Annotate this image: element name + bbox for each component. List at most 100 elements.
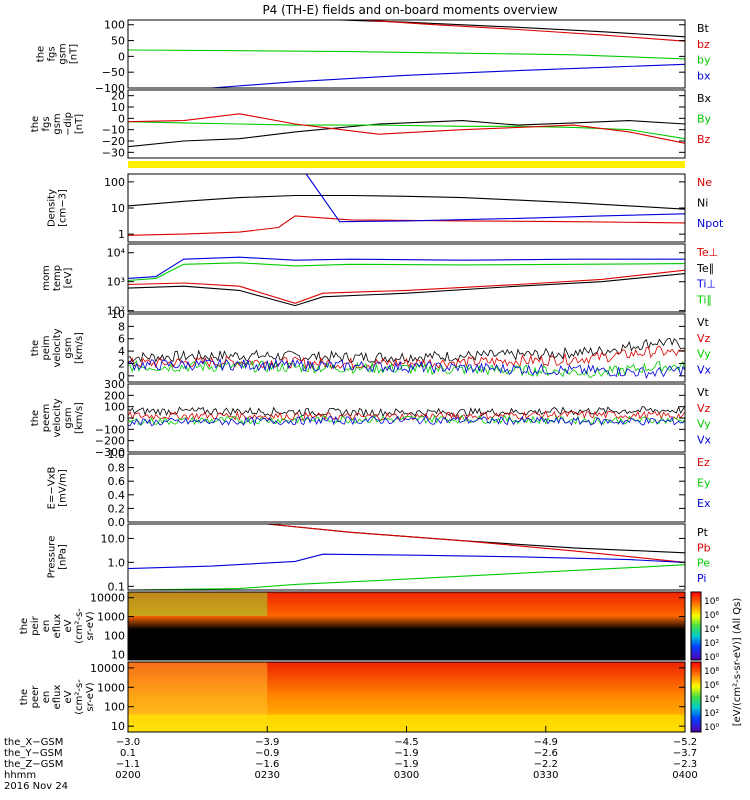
y-tick-label: 100: [104, 176, 125, 189]
y-tick-label: 0: [118, 50, 125, 63]
y-axis-label: E=−VxB [mV/m]: [47, 467, 69, 510]
spectrogram-region: [128, 592, 268, 616]
panel-frame: [127, 383, 686, 453]
y-axis-label-line: eV: [63, 690, 74, 703]
time-value: −1.1: [116, 759, 140, 770]
y-axis-label: mom temp [eV]: [41, 265, 74, 291]
legend-Bx: Bx: [697, 92, 712, 105]
time-row-label: hhmm: [4, 770, 36, 781]
colorbar-strip: [690, 591, 702, 661]
y-axis-label-line: eV: [63, 619, 74, 632]
y-tick-label: 0.6: [108, 475, 126, 488]
y-tick-label: 0.2: [108, 502, 126, 515]
legend-Vx: Vx: [697, 363, 712, 376]
y-tick-label: 10: [111, 648, 125, 661]
legend-Vx: Vx: [697, 433, 712, 446]
time-row-label: the_Y−GSM: [4, 748, 63, 759]
series-By: [127, 121, 686, 140]
series-Vy: [127, 360, 686, 379]
time-value: 0330: [533, 770, 558, 781]
y-axis-label: the fgs gsm −dip [nT]: [30, 112, 85, 136]
time-row-label: the_Z−GSM: [4, 759, 63, 770]
legend-Vy: Vy: [697, 418, 711, 431]
y-axis-label-line: Pressure: [47, 536, 58, 579]
y-tick-label: −20: [102, 135, 125, 148]
legend-bx: bx: [697, 69, 711, 82]
legend-Bt: Bt: [697, 22, 710, 35]
y-axis-label-line: velocity: [52, 398, 63, 437]
legend-bz: bz: [697, 38, 710, 51]
legend-Vz: Vz: [697, 402, 711, 415]
y-tick-label: 4: [118, 345, 125, 358]
y-axis-label: the peer en eflux eV (cm²-s-sr-eV): [19, 679, 96, 715]
panel-frame: [127, 89, 686, 159]
y-tick-label: 10: [111, 720, 125, 733]
legend-Vy: Vy: [697, 348, 711, 361]
panel-9: 10 100 1000 10000 the peir en eflux eV (cm²-s-sr-…: [19, 591, 686, 661]
time-value: 0230: [255, 770, 280, 781]
y-axis-label-line: the: [36, 46, 47, 62]
y-axis-label-line: temp: [52, 265, 63, 291]
y-tick-label: 1.0: [108, 556, 126, 569]
y-axis-label-line: eflux: [52, 614, 63, 639]
legend-Ti⊥: Ti⊥: [696, 278, 716, 291]
y-tick-label: 100: [104, 629, 125, 642]
y-axis-label-line: the: [30, 116, 41, 132]
y-tick-label: 200: [104, 389, 125, 402]
y-axis-label-line: [km/s]: [74, 402, 85, 434]
y-axis-label: the peem velocity gsm [km/s]: [30, 398, 85, 437]
legend-Ne: Ne: [697, 176, 712, 189]
y-axis-label-line: (cm²-s-: [74, 608, 85, 644]
time-value: −2.3: [673, 759, 697, 770]
series-Pb: [267, 523, 686, 563]
time-value: −1.9: [394, 748, 418, 759]
y-axis-label-line: [nT]: [74, 114, 85, 134]
y-tick-label: 100: [104, 19, 125, 32]
panel-1: −100 −50 0 50 100 the fgs gsm [nT] Bt bz by bx: [36, 19, 711, 95]
y-axis-label-line: en: [41, 691, 52, 704]
colorbar-tick-label: 10⁶: [704, 681, 719, 691]
panel-7: 0.00.20.40.60.81.0 E=−VxB [mV/m] Ez Ey Ex: [47, 448, 711, 529]
panel-4: 10² 10³ 10⁴ mom temp [eV] Te⊥ Te∥ Ti⊥ Ti∥: [41, 243, 718, 318]
y-axis-label-line: eflux: [52, 685, 63, 710]
y-axis-label: the peir en eflux eV (cm²-s-sr-eV): [19, 608, 96, 644]
y-tick-label: 1.0: [108, 448, 126, 461]
y-tick-label: 10: [111, 101, 125, 114]
panel-frame: [127, 313, 686, 383]
y-axis-label-line: [eV]: [63, 268, 74, 289]
y-tick-label: 10⁴: [107, 247, 126, 260]
time-value: 0.1: [120, 748, 136, 759]
y-tick-label: 10: [111, 202, 125, 215]
y-axis-label-line: peem: [41, 404, 52, 432]
panel-frame: [127, 591, 686, 661]
series-Vx: [127, 357, 686, 380]
legend-Bz: Bz: [697, 133, 711, 146]
y-tick-label: 10000: [90, 592, 125, 605]
y-axis-label-line: [km/s]: [74, 332, 85, 364]
colorbar-tick-label: 10⁴: [704, 625, 719, 635]
y-tick-label: 100: [104, 701, 125, 714]
legend-Pi: Pi: [697, 572, 706, 585]
y-tick-label: −50: [102, 66, 125, 79]
panel-10: 10 100 1000 10000 the peer en eflux eV (cm²-s-sr-…: [19, 661, 686, 733]
y-axis-label-line: the: [30, 410, 41, 426]
y-axis-label-line: [nT]: [69, 44, 80, 64]
series-bx: [211, 63, 686, 89]
legend-Te∥: Te∥: [696, 262, 714, 275]
figure-title: P4 (TH-E) fields and on-board moments ov…: [262, 3, 557, 17]
y-axis-label-line: sr-eV): [85, 682, 96, 711]
y-axis-label-line: gsm: [63, 337, 74, 358]
y-tick-label: 1: [118, 228, 125, 241]
y-tick-label: −300: [95, 446, 125, 459]
time-value: −3.9: [255, 737, 279, 748]
y-tick-label: −100: [95, 82, 125, 95]
legend-Ey: Ey: [697, 477, 711, 490]
y-tick-label: 50: [111, 35, 125, 48]
series-Ne: [127, 215, 686, 236]
y-axis-label: the fgs gsm [nT]: [36, 43, 80, 64]
series-Pe: [127, 564, 686, 591]
panel-3: 1 10 100 Density [cm−3] Ne Ni Npot: [47, 173, 724, 243]
legend-Vt: Vt: [697, 316, 710, 329]
time-value: −3.0: [116, 737, 140, 748]
